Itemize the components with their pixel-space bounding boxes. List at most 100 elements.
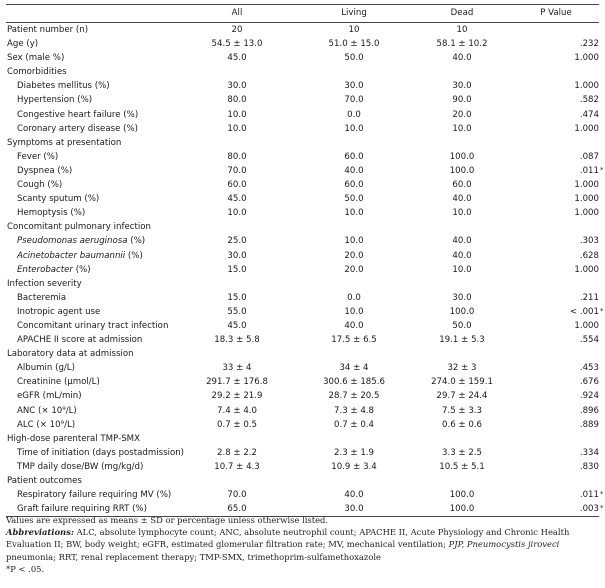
table-row: Hemoptysis (%) 10.0 10.0 10.0 1.000: [6, 206, 599, 220]
cell-p-value: 1.000: [521, 79, 599, 93]
row-label: Acinetobacter baumannii (%): [17, 249, 143, 263]
notes-footnote: *P < .05.: [6, 563, 45, 574]
table-row: Inotropic agent use 55.0 10.0 100.0 < .001 *: [6, 305, 604, 319]
cell-p-value: .830: [521, 460, 599, 474]
table-notes: Values are expressed as means ± SD or pe…: [6, 514, 599, 575]
cell-living: 20.0: [344, 264, 364, 275]
row-label-text: Comorbidities: [7, 67, 67, 78]
p-value-text: 1.000: [574, 194, 599, 205]
p-value-text: .011: [579, 490, 599, 501]
row-label-unit: (%): [125, 250, 143, 261]
cell-dead: 7.5 ± 3.3: [442, 405, 482, 416]
row-label: Hemoptysis (%): [17, 206, 85, 220]
p-value-text: 1.000: [574, 123, 599, 134]
row-label: Laboratory data at admission: [7, 347, 134, 361]
cell-living: 10: [348, 25, 360, 35]
table-row: ALC (× 10⁹/L) 0.7 ± 0.5 0.7 ± 0.4 0.6 ± 0.6…: [6, 418, 599, 432]
cell-living: 20.0: [344, 250, 364, 261]
row-label-text: Concomitant urinary tract infection: [17, 320, 169, 331]
table-row: eGFR (mL/min) 29.2 ± 21.9 28.7 ± 20.5 29.7 …: [6, 389, 599, 403]
p-value-text: .628: [579, 250, 599, 261]
cell-living: 10.0: [344, 208, 364, 219]
row-label-unit: (%): [72, 264, 91, 275]
row-label-text: Diabetes mellitus (%): [17, 81, 110, 92]
p-value-text: .303: [579, 236, 599, 247]
cell-living: 40.0: [344, 320, 364, 331]
cell-dead: 30.0: [452, 292, 472, 303]
row-label: Graft failure requiring RRT (%): [17, 502, 147, 516]
cell-all: 7.4 ± 4.0: [217, 405, 257, 416]
cell-dead: 10.0: [452, 208, 472, 219]
table-body: Patient number (n) 20 10 10 Age (y) 54.5 ± 13…: [6, 23, 604, 516]
cell-living: 0.0: [347, 109, 361, 120]
row-label-text: Sex (male %): [7, 53, 65, 64]
cell-living: 51.0 ± 15.0: [328, 39, 380, 50]
abbreviations-pjp: PJP, Pneumocystis jiroveci: [448, 539, 560, 550]
cell-dead: 10: [456, 25, 468, 35]
row-label: TMP daily dose/BW (mg/kg/d): [17, 460, 143, 474]
row-label: Pseudomonas aeruginosa (%): [17, 234, 145, 248]
cell-living: 10.0: [344, 123, 364, 134]
row-label: Comorbidities: [7, 65, 67, 79]
row-label-text: Patient outcomes: [7, 476, 82, 486]
row-label-text: Enterobacter: [17, 264, 73, 275]
row-label-text: Cough (%): [17, 180, 63, 191]
p-value-text: .474: [579, 109, 599, 120]
table-row: Creatinine (μmol/L) 291.7 ± 176.8 300.6 ± …: [6, 375, 599, 389]
row-label-text: TMP daily dose/BW (mg/kg/d): [17, 461, 144, 472]
cell-dead: 100.0: [449, 490, 475, 501]
table-header: All Living Dead P Value: [6, 5, 599, 22]
p-value-text: 1.000: [574, 320, 599, 331]
cell-dead: 60.0: [452, 180, 472, 191]
cell-dead: 58.1 ± 10.2: [436, 39, 488, 50]
cell-all: 60.0: [227, 180, 247, 191]
row-label-text: Bacteremia: [17, 292, 67, 303]
section-header-row: Concomitant pulmonary infection: [6, 220, 599, 234]
row-label-unit: (%): [127, 236, 146, 247]
row-label: Sex (male %): [7, 51, 64, 65]
cell-living: 2.3 ± 1.9: [334, 447, 374, 458]
row-label: Patient number (n): [7, 23, 88, 37]
row-label: Bacteremia: [17, 291, 66, 305]
cell-all: 30.0: [227, 81, 247, 92]
row-label: Infection severity: [7, 277, 82, 291]
cell-p-value: 1.000: [521, 192, 599, 206]
section-header-row: Comorbidities: [6, 65, 599, 79]
cell-all: 33 ± 4: [222, 363, 252, 374]
p-value-text: .896: [579, 405, 599, 416]
table-row: Time of initiation (days postadmission) 2…: [6, 446, 599, 460]
cell-all: 65.0: [227, 504, 247, 515]
cell-dead: 29.7 ± 24.4: [436, 391, 488, 402]
cell-dead: 100.0: [449, 306, 475, 317]
cell-p-value: 1.000: [521, 263, 599, 277]
cell-all: 18.3 ± 5.8: [214, 335, 260, 346]
p-value-text: .087: [579, 151, 599, 162]
row-label-text: High-dose parenteral TMP-SMX: [7, 433, 140, 444]
row-label-text: Infection severity: [7, 278, 82, 289]
p-value-text: .889: [579, 419, 599, 430]
row-label-text: APACHE II score at admission: [17, 335, 143, 346]
cell-living: 0.7 ± 0.4: [334, 419, 374, 430]
cell-dead: 90.0: [452, 95, 472, 106]
row-label: Hypertension (%): [17, 93, 92, 107]
cell-all: 80.0: [227, 151, 247, 162]
row-label: Time of initiation (days postadmission): [17, 446, 184, 460]
row-label-text: Albumin (g/L): [17, 363, 75, 374]
row-label-text: Creatinine (μmol/L): [17, 377, 100, 388]
p-value-text: .232: [579, 39, 599, 50]
p-value-text: 1.000: [574, 180, 599, 191]
cell-living: 0.0: [347, 292, 361, 303]
row-label: Dyspnea (%): [17, 164, 72, 178]
cell-all: 45.0: [227, 320, 247, 331]
cell-all: 70.0: [227, 490, 247, 501]
row-label: eGFR (mL/min): [17, 389, 82, 403]
cell-dead: 40.0: [452, 250, 472, 261]
abbreviations-label: Abbreviations:: [6, 527, 74, 538]
row-label: Concomitant urinary tract infection: [17, 319, 168, 333]
p-value-text: .554: [579, 335, 599, 346]
cell-dead: 40.0: [452, 236, 472, 247]
cell-dead: 40.0: [452, 194, 472, 205]
abbreviations-text-1: ALC, absolute lymphocyte count; ANC, abs…: [6, 527, 570, 550]
row-label: Concomitant pulmonary infection: [7, 220, 151, 234]
table-row: Coronary artery disease (%) 10.0 10.0 10.0 1…: [6, 122, 599, 136]
